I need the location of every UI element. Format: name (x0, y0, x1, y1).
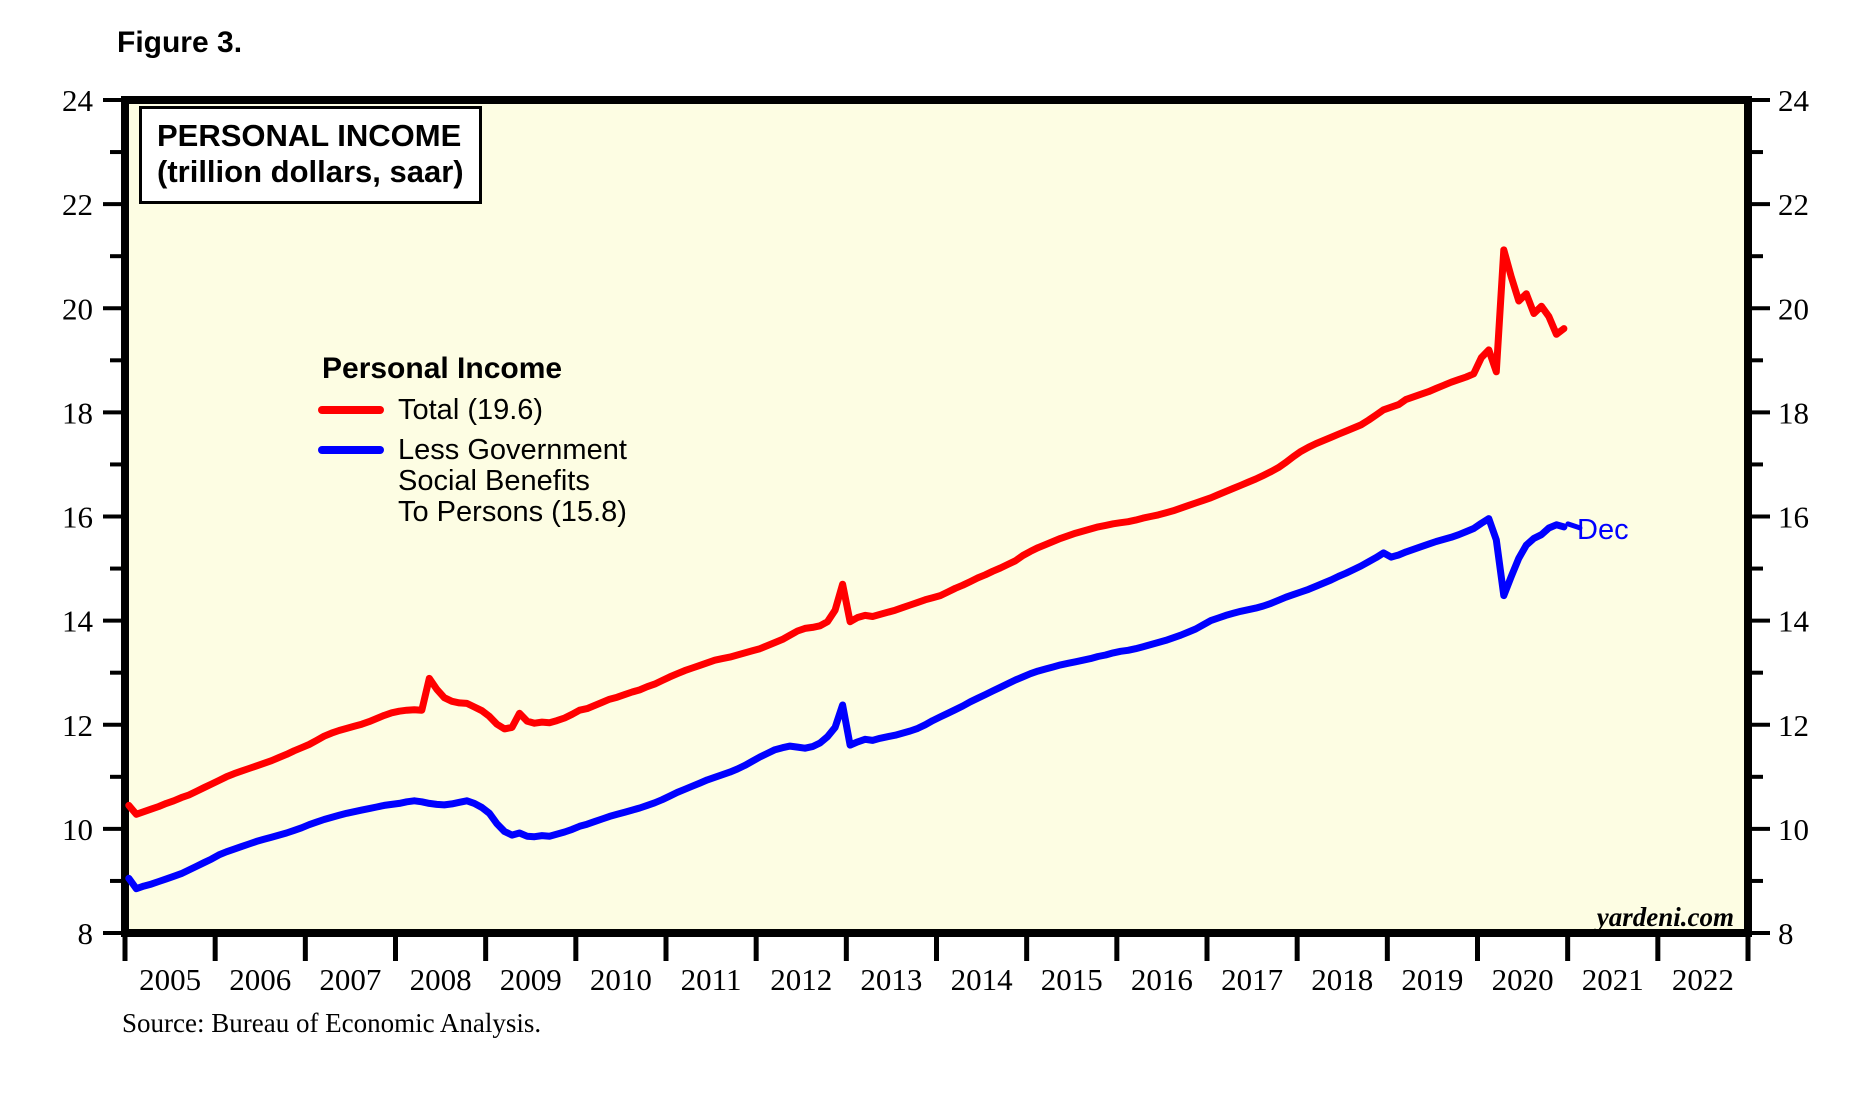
series-line-less-gov (125, 515, 1568, 893)
y-axis-label-right-24: 24 (1778, 83, 1810, 118)
legend-swatch-total (318, 406, 384, 414)
legend-title: Personal Income (322, 352, 563, 385)
x-axis-year-label-2011: 2011 (681, 962, 742, 997)
watermark: yardeni.com (1596, 902, 1734, 932)
x-axis-year-label-2012: 2012 (770, 962, 832, 997)
x-axis-year-label-2009: 2009 (500, 962, 562, 997)
x-axis-year-label-2022: 2022 (1672, 962, 1734, 997)
legend-label-less-gov-line2: Social Benefits (398, 465, 590, 497)
legend-label-total: Total (19.6) (398, 394, 544, 426)
y-axis-label-right-16: 16 (1778, 500, 1809, 535)
y-axis-label-right-12: 12 (1778, 708, 1809, 743)
series-line-total (125, 246, 1568, 818)
figure-label: Figure 3. (117, 26, 243, 59)
x-axis-year-label-2005: 2005 (139, 962, 201, 997)
y-axis-label-left-20: 20 (62, 291, 93, 326)
x-axis-year-label-2008: 2008 (410, 962, 472, 997)
plot-frame (121, 96, 1752, 937)
x-axis-year-label-2021: 2021 (1582, 962, 1644, 997)
x-axis-year-label-2006: 2006 (229, 962, 291, 997)
y-axis-label-right-14: 14 (1778, 604, 1810, 639)
y-axis-label-right-22: 22 (1778, 187, 1809, 222)
legend-label-less-gov: Less Government Social Benefits To Perso… (398, 435, 627, 528)
x-axis-year-label-2010: 2010 (590, 962, 652, 997)
legend: Personal Income Total (19.6) Less Govern… (318, 352, 627, 528)
x-axis-year-label-2015: 2015 (1041, 962, 1103, 997)
legend-label-less-gov-line3: To Persons (15.8) (398, 496, 627, 528)
y-axis-label-right-20: 20 (1778, 291, 1809, 326)
source-note: Source: Bureau of Economic Analysis. (122, 1008, 542, 1038)
x-axis-year-label-2019: 2019 (1401, 962, 1463, 997)
x-axis-year-label-2018: 2018 (1311, 962, 1373, 997)
y-axis-label-left-8: 8 (78, 916, 94, 951)
plot-background (125, 100, 1748, 933)
y-axis-label-left-18: 18 (62, 395, 93, 430)
x-axis-year-label-2013: 2013 (860, 962, 922, 997)
y-axis-label-left-14: 14 (62, 604, 94, 639)
y-axis-label-left-12: 12 (62, 708, 93, 743)
x-axis-year-label-2016: 2016 (1131, 962, 1193, 997)
x-axis-year-label-2014: 2014 (951, 962, 1014, 997)
y-axis-label-left-24: 24 (62, 83, 94, 118)
legend-swatch-less-gov (318, 446, 384, 454)
y-axis-label-right-10: 10 (1778, 812, 1809, 847)
x-axis-year-label-2020: 2020 (1492, 962, 1554, 997)
legend-item-less-gov: Less Government Social Benefits To Perso… (318, 435, 627, 528)
y-axis-label-right-18: 18 (1778, 395, 1809, 430)
legend-item-total: Total (19.6) (318, 395, 627, 426)
last-point-label: Dec (1577, 514, 1629, 546)
x-axis-year-label-2017: 2017 (1221, 962, 1283, 997)
chart-title: PERSONAL INCOME (157, 118, 462, 153)
y-axis-label-left-10: 10 (62, 812, 93, 847)
dec-label-connector (1565, 521, 1583, 531)
y-axis-label-right-8: 8 (1778, 916, 1794, 951)
x-axis-year-label-2007: 2007 (319, 962, 381, 997)
y-axis-label-left-16: 16 (62, 500, 93, 535)
chart-subtitle: (trillion dollars, saar) (157, 154, 464, 189)
y-axis-label-left-22: 22 (62, 187, 93, 222)
legend-label-less-gov-line1: Less Government (398, 434, 627, 466)
chart-title-box: PERSONAL INCOME (trillion dollars, saar) (139, 106, 482, 204)
